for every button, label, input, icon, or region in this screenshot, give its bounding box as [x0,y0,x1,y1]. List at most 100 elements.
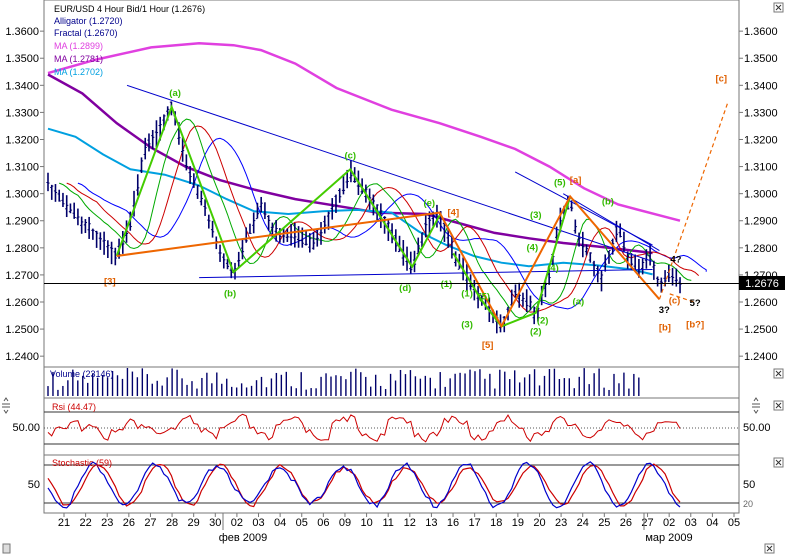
y-tick-label-right: 1.3500 [744,53,778,65]
wave-label: (1) [461,289,473,300]
rsi-tick-left: 50.00 [12,422,40,434]
volume-title: Volume (23146) [50,369,114,379]
x-tick-label: 03 [252,517,264,529]
wave-label: [a] [570,175,582,186]
rsi-resize-icon-right[interactable] [752,397,760,414]
x-tick-label: 29 [188,517,200,529]
wave-label: (e) [423,198,435,209]
legend-fractal: Fractal (1.2670) [54,28,118,38]
y-tick-label-right: 1.3000 [744,189,778,201]
volume-panel-frame [43,366,740,399]
y-tick-label-right: 1.2800 [744,243,778,255]
legend-alligator: Alligator (1.2720) [54,16,123,26]
x-tick-label: 27 [641,517,653,529]
bottom-left-icon[interactable] [2,543,11,554]
x-tick-label: 16 [447,517,459,529]
wave-label: [3] [104,276,116,287]
wave-label: (4) [527,243,539,254]
y-tick-label-left: 1.2800 [5,243,39,255]
volume-bars [47,368,640,396]
wave-label: (d) [399,283,411,294]
y-tick-label-left: 1.3000 [5,189,39,201]
legend-ma-1: MA (1.2899) [54,41,103,51]
trend-line [199,268,653,279]
x-tick-label: 18 [490,517,502,529]
x-tick-label: 28 [166,517,178,529]
stoch-tick-left: 50 [28,479,40,491]
legend-ma-2: MA (1.2781) [54,54,103,64]
y-tick-label-left: 1.3300 [5,107,39,119]
stochastic-close-icon[interactable] [773,457,784,468]
x-tick-label: 09 [339,517,351,529]
wave-label: [c] [715,73,727,84]
rsi-line [47,413,681,443]
x-tick-label: 02 [231,517,243,529]
wave-labels: [3] (a) (b) (c) (d) (e) [4] (1) (2) (3) (4) (5) [5] (… [104,73,727,351]
x-month-label: мар 2009 [645,532,692,544]
x-tick-label: 02 [663,517,675,529]
x-tick-label: 19 [512,517,524,529]
wave-label: (5) [554,178,566,189]
wave-label: [5] [482,340,494,351]
main-close-icon[interactable] [773,2,784,13]
wave-label: [b] [659,322,671,333]
y-axis-ticks: 1.3600 1.3600 1.3500 1.3500 1.3400 1.3400 1.33… [5,26,777,363]
current-price-label: 1.2676 [745,278,779,290]
rsi-resize-icon-left[interactable] [2,397,10,414]
y-tick-label-left: 1.3600 [5,26,39,38]
alligator-lips [59,118,692,319]
x-tick-label: 20 [533,517,545,529]
x-tick-label: 22 [79,517,91,529]
main-panel-frame [43,0,740,368]
y-tick-label-right: 1.3300 [744,107,778,119]
stochastic-lines [44,461,739,509]
stochastic-k-line [47,461,681,509]
bottom-close-icon[interactable] [764,543,775,554]
x-tick-label: 26 [620,517,632,529]
wave-label: (3) [461,320,473,331]
x-tick-label: 24 [577,517,589,529]
y-tick-label-right: 1.2600 [744,297,778,309]
x-tick-label: 26 [123,517,135,529]
y-tick-label-right: 1.2900 [744,216,778,228]
x-tick-label: 12 [404,517,416,529]
x-tick-label: 25 [598,517,610,529]
stochastic-d-line [47,463,681,508]
legend-symbol: EUR/USD 4 Hour Bid/1 Hour (1.2676) [54,4,205,14]
wave-label: (b) [602,196,614,207]
y-tick-label-left: 1.3200 [5,134,39,146]
wave-label: 5? [690,298,701,309]
x-tick-label: 27 [144,517,156,529]
x-axis: 21 22 23 26 27 28 29 30 02 03 04 05 06 09 10 11 12 13 16 17… [58,513,740,544]
y-tick-label-left: 1.2700 [5,270,39,282]
rsi-close-icon[interactable] [773,400,784,411]
wave-label: (2) [537,316,549,327]
ma-line-1 [47,42,681,222]
wave-label: [b?] [686,320,704,331]
wave-line-orange [116,194,661,329]
wave-label: (2) [530,326,542,337]
y-tick-label-left: 1.2900 [5,216,39,228]
x-tick-label: 03 [685,517,697,529]
wave-label: 4? [670,255,681,266]
wave-label: (b) [224,289,236,300]
x-tick-label: 04 [274,517,286,529]
x-tick-label: 13 [425,517,437,529]
volume-close-icon[interactable] [773,368,784,379]
x-month-label: фев 2009 [219,532,268,544]
x-tick-label: 21 [58,517,70,529]
wave-projection-down [669,293,694,303]
stochastic-title: Stochastic (59) [52,458,112,468]
x-tick-label: 05 [296,517,308,529]
x-tick-label: 10 [360,517,372,529]
rsi-title: Rsi (44.47) [52,402,96,412]
y-tick-label-right: 1.3600 [744,26,778,38]
y-tick-label-left: 1.3500 [5,53,39,65]
x-tick-label: 05 [728,517,740,529]
y-tick-label-right: 1.3100 [744,162,778,174]
rsi-tick-right: 50.00 [743,422,771,434]
x-tick-label: 11 [382,517,393,529]
wave-label: (c) [669,295,681,306]
rsi-panel-frame [43,397,740,456]
